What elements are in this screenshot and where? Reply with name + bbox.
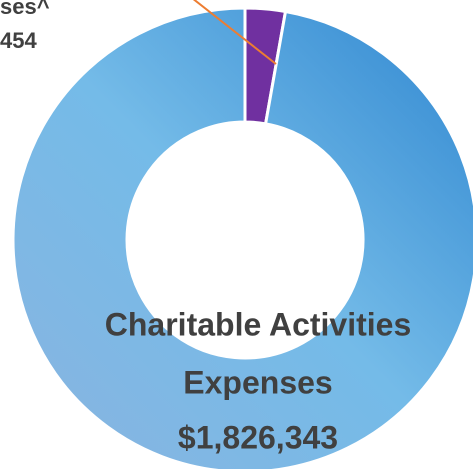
leader-line (192, 0, 277, 65)
segment-label: Charitable Activities (105, 306, 411, 342)
segment-label: 454 (0, 28, 37, 53)
segment-label: $1,826,343 (178, 419, 338, 455)
segment-label: Expenses (183, 364, 332, 400)
segment-label: ses^ (0, 0, 50, 19)
donut-segment (11, 6, 473, 469)
